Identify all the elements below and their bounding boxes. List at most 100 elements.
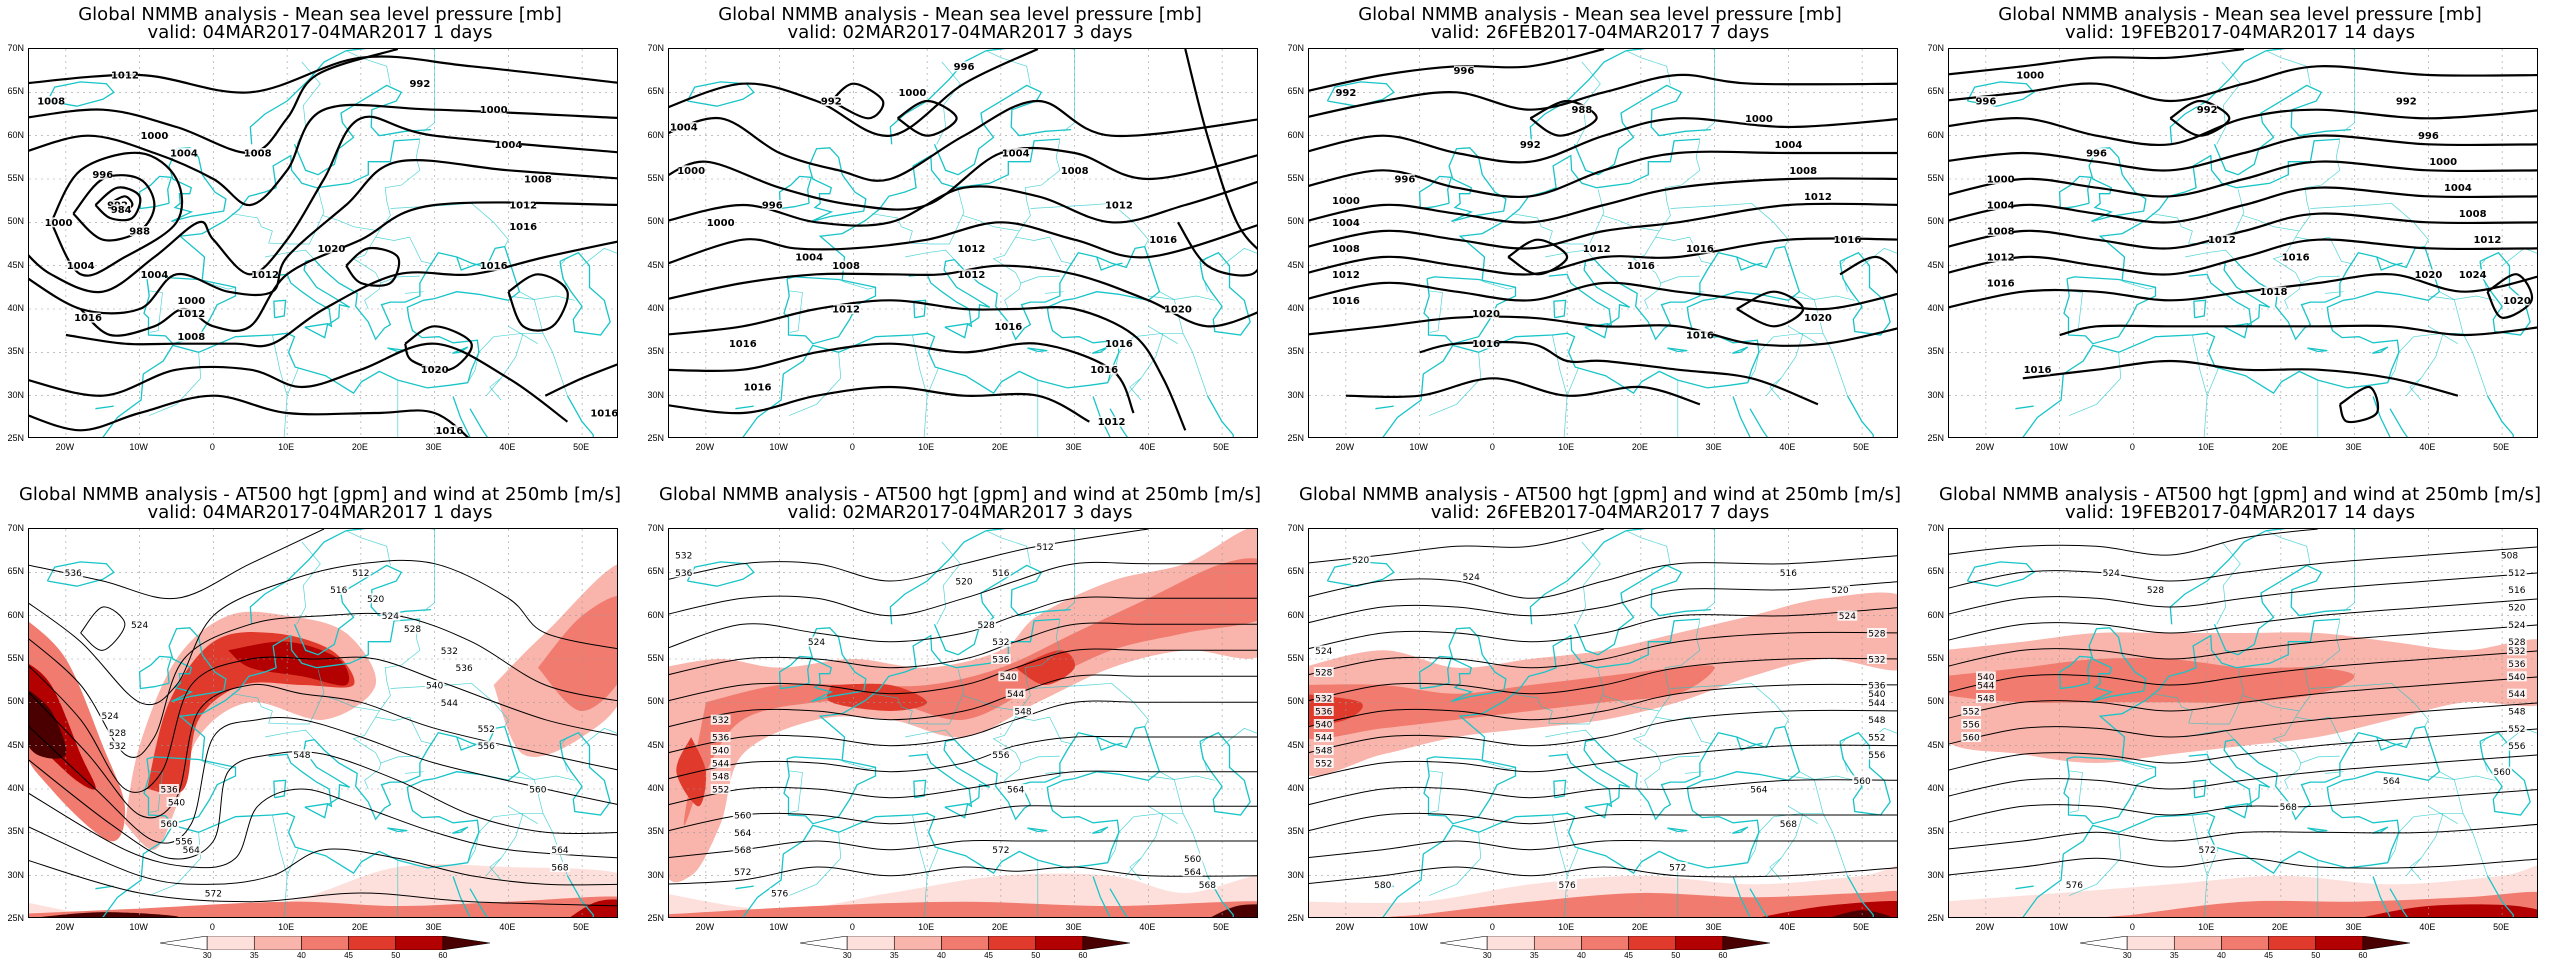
country-border: [2242, 619, 2341, 712]
country-border: [1655, 236, 1713, 265]
contour-label: 544: [1868, 699, 1885, 709]
contour-label-bg: [203, 888, 224, 898]
country-border: [2192, 334, 2208, 396]
lon-tick-label: 50E: [1213, 442, 1230, 452]
country-border: [1129, 378, 1142, 401]
wind-colorbar: [799, 936, 1131, 950]
map-frame: 996 992 988 992 996 1000 1004 1008 1012 1016 1012 1…: [1308, 48, 1898, 438]
lon-tick-label: 10E: [918, 922, 935, 932]
contour-label-bg: [318, 243, 345, 254]
coastline: [452, 826, 469, 834]
country-border: [1861, 247, 1897, 266]
height-contour: [669, 529, 1149, 582]
colorbar-swatch: [301, 936, 349, 950]
country-border: [1126, 333, 1164, 396]
lon-tick-label: 10W: [2049, 922, 2068, 932]
contour-label: 1016: [994, 322, 1022, 333]
coastline: [456, 256, 483, 271]
lat-tick-label: 30N: [7, 869, 24, 880]
isobar: [830, 82, 885, 120]
coastline: [566, 395, 594, 437]
country-border: [1030, 204, 1090, 209]
contour-label-bg: [1687, 243, 1713, 254]
country-border: [1030, 684, 1090, 689]
contour-label: 536: [1868, 682, 1885, 692]
contour-label-bg: [2506, 602, 2527, 612]
contour-label-bg: [1372, 879, 1393, 890]
contour-label: 1012: [957, 244, 985, 255]
country-border: [2068, 290, 2083, 333]
coastline: [138, 655, 173, 690]
contour-label-bg: [2415, 269, 2442, 280]
country-border: [2409, 858, 2422, 881]
contour-label: 1004: [67, 261, 95, 272]
contour-label-bg: [1333, 269, 1359, 280]
contour-label: 1012: [251, 270, 279, 281]
coastline: [2479, 251, 2531, 336]
contour-label: 1000: [45, 218, 73, 229]
country-border: [352, 710, 382, 790]
colorbar-swatch: [159, 936, 208, 950]
lon-tick-label: 50E: [1853, 442, 1870, 452]
contour-label-bg: [990, 636, 1011, 647]
contour-label-bg: [1778, 567, 1799, 578]
country-border: [2462, 333, 2488, 396]
contour-label: 548: [712, 773, 729, 783]
contour-label: 1020: [2503, 296, 2531, 307]
contour-label-bg: [436, 425, 463, 436]
coastline: [2098, 618, 2340, 760]
colorbar-label: 45: [1624, 951, 1634, 960]
contour-label: 532: [1315, 695, 1332, 705]
contour-label: 1004: [140, 270, 168, 281]
contour-label: 1016: [1686, 244, 1714, 255]
colorbar-label: 35: [2169, 951, 2179, 960]
isobar: [507, 273, 569, 332]
contour-label-bg: [1313, 719, 1334, 729]
contour-label-bg: [92, 169, 113, 180]
contour-label-bg: [833, 304, 859, 314]
contour-label-bg: [1150, 234, 1176, 245]
contour-label-bg: [107, 740, 128, 751]
contour-label: 1004: [670, 123, 698, 134]
coastline: [1109, 888, 1128, 917]
contour-label-bg: [1830, 584, 1850, 595]
contour-label: 1016: [1332, 296, 1360, 307]
country-border: [936, 541, 961, 625]
contour-label-bg: [107, 727, 128, 738]
contour-label: 524: [808, 638, 825, 648]
contour-label: 1008: [2459, 209, 2487, 220]
contour-label-bg: [178, 331, 204, 342]
contour-label: 1008: [524, 175, 552, 186]
country-border: [2295, 716, 2353, 745]
isobar: [1949, 65, 2537, 103]
contour-label-bg: [990, 749, 1011, 760]
height-contour: [29, 826, 617, 886]
country-border: [1563, 848, 1579, 917]
colorbar-label: 60: [2358, 951, 2368, 960]
contour-label-bg: [2145, 584, 2166, 595]
lon-tick-label: 20E: [1631, 442, 1648, 452]
isobar: [79, 201, 617, 337]
country-border: [1660, 275, 1700, 284]
z500-map-panel: Global NMMB analysis - AT500 hgt [gpm] a…: [1280, 480, 1920, 960]
isobar: [669, 342, 1135, 414]
contour-label: 1016: [509, 222, 537, 233]
country-border: [1020, 755, 1060, 764]
contour-label-bg: [1313, 706, 1334, 716]
contour-label: 524: [2103, 569, 2120, 579]
map-svg: 1012100810041000996992984988100010041008…: [29, 49, 617, 437]
country-border: [1428, 290, 1443, 333]
contour-label: 1008: [1789, 166, 1817, 177]
country-border: [581, 727, 617, 746]
lon-tick-label: 50E: [573, 922, 590, 932]
contour-label-bg: [954, 61, 974, 72]
coastline: [1382, 812, 1748, 917]
isobar: [1309, 73, 1897, 118]
contour-label: 524: [1315, 647, 1332, 657]
contour-label-bg: [1961, 706, 1982, 716]
lat-tick-label: 25N: [7, 433, 24, 443]
contour-label: 992: [2396, 97, 2417, 108]
isobar: [1176, 221, 1257, 277]
isobar: [896, 99, 958, 137]
country-border: [904, 729, 955, 740]
